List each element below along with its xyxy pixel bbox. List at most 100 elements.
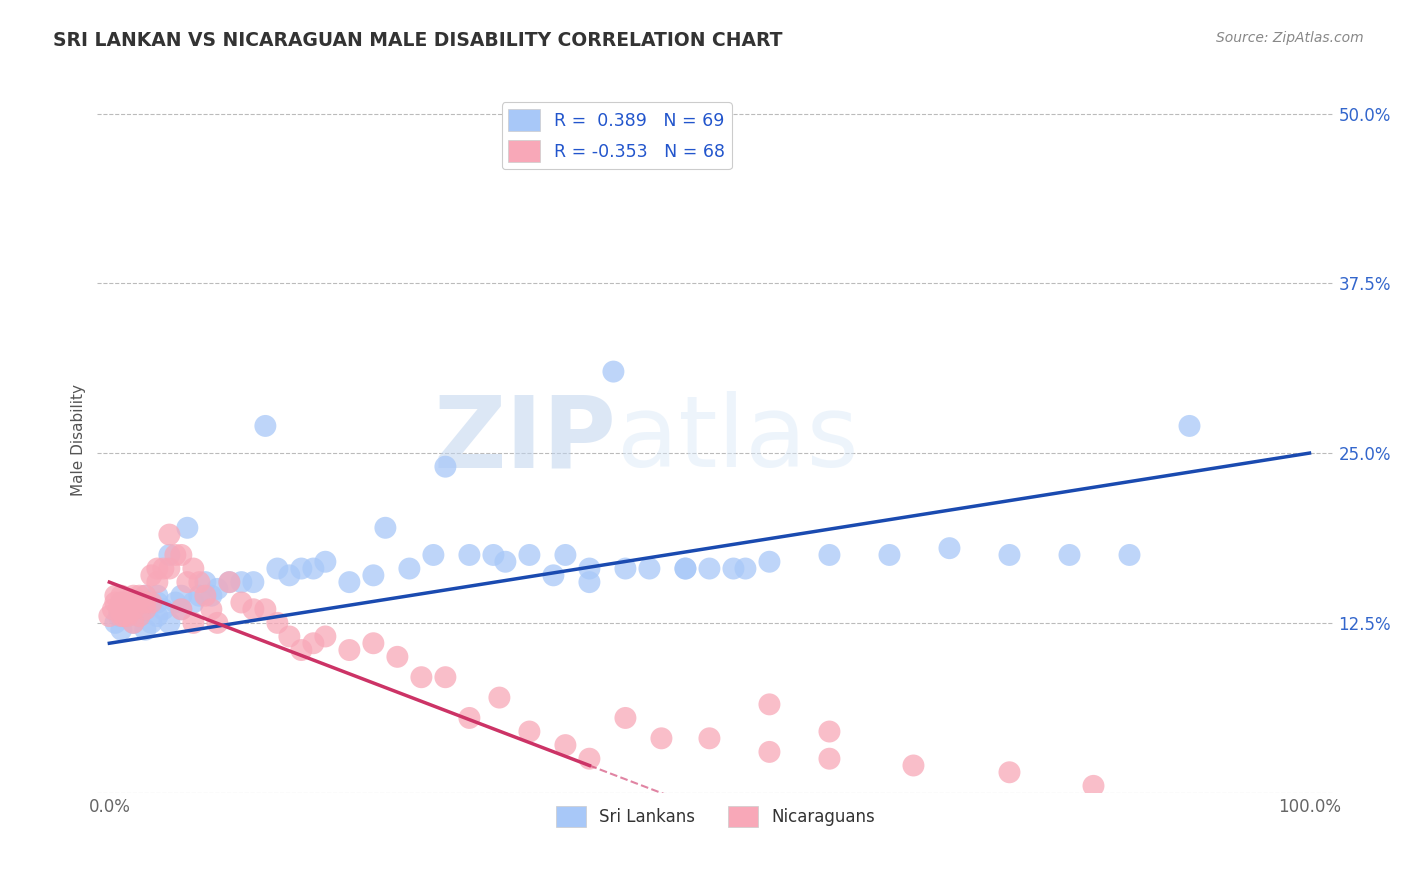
Point xyxy=(110,595,132,609)
Point xyxy=(176,575,198,590)
Point xyxy=(578,561,600,575)
Text: atlas: atlas xyxy=(617,391,858,488)
Point xyxy=(218,575,240,590)
Point xyxy=(254,418,277,433)
Point xyxy=(104,615,127,630)
Point xyxy=(157,615,180,630)
Point xyxy=(614,711,637,725)
Point xyxy=(108,609,131,624)
Point xyxy=(170,602,193,616)
Point xyxy=(650,731,672,746)
Point xyxy=(110,602,132,616)
Point xyxy=(494,555,516,569)
Point xyxy=(146,575,169,590)
Point xyxy=(302,561,325,575)
Point xyxy=(434,459,457,474)
Point xyxy=(411,670,433,684)
Point xyxy=(128,589,150,603)
Point xyxy=(122,595,145,609)
Point xyxy=(519,724,541,739)
Point xyxy=(122,615,145,630)
Point xyxy=(134,623,156,637)
Point xyxy=(207,615,229,630)
Point xyxy=(141,568,163,582)
Legend: Sri Lankans, Nicaraguans: Sri Lankans, Nicaraguans xyxy=(548,799,882,834)
Point xyxy=(231,575,253,590)
Point xyxy=(152,561,174,575)
Point xyxy=(699,561,721,575)
Point xyxy=(903,758,925,772)
Point xyxy=(112,609,135,624)
Point xyxy=(122,602,145,616)
Point xyxy=(387,649,409,664)
Point xyxy=(290,561,312,575)
Point xyxy=(278,630,301,644)
Point xyxy=(231,595,253,609)
Point xyxy=(266,615,288,630)
Point xyxy=(1178,418,1201,433)
Point xyxy=(122,589,145,603)
Point xyxy=(170,602,193,616)
Point xyxy=(165,548,187,562)
Point xyxy=(422,548,444,562)
Point xyxy=(758,555,780,569)
Point xyxy=(165,595,187,609)
Point xyxy=(998,548,1021,562)
Point xyxy=(818,724,841,739)
Point xyxy=(108,602,131,616)
Point xyxy=(170,548,193,562)
Point xyxy=(290,643,312,657)
Point xyxy=(314,630,336,644)
Point xyxy=(110,609,132,624)
Point xyxy=(363,636,385,650)
Point xyxy=(128,595,150,609)
Point xyxy=(818,548,841,562)
Point xyxy=(398,561,420,575)
Point xyxy=(101,602,124,616)
Point xyxy=(194,575,217,590)
Point xyxy=(117,609,139,624)
Point xyxy=(519,548,541,562)
Point xyxy=(146,595,169,609)
Point xyxy=(110,589,132,603)
Point xyxy=(879,548,901,562)
Point xyxy=(104,595,127,609)
Point xyxy=(458,711,481,725)
Text: SRI LANKAN VS NICARAGUAN MALE DISABILITY CORRELATION CHART: SRI LANKAN VS NICARAGUAN MALE DISABILITY… xyxy=(53,31,783,50)
Point xyxy=(188,575,211,590)
Point xyxy=(554,738,576,752)
Point xyxy=(734,561,756,575)
Text: ZIP: ZIP xyxy=(433,391,617,488)
Point xyxy=(134,589,156,603)
Point xyxy=(146,609,169,624)
Point xyxy=(117,609,139,624)
Point xyxy=(98,609,121,624)
Point xyxy=(110,595,132,609)
Point xyxy=(146,589,169,603)
Point xyxy=(157,548,180,562)
Point xyxy=(1118,548,1140,562)
Point xyxy=(128,609,150,624)
Point xyxy=(134,589,156,603)
Point xyxy=(723,561,745,575)
Point xyxy=(141,595,163,609)
Point xyxy=(146,561,169,575)
Point xyxy=(117,595,139,609)
Point xyxy=(254,602,277,616)
Point xyxy=(638,561,661,575)
Point xyxy=(207,582,229,596)
Point xyxy=(314,555,336,569)
Point xyxy=(200,602,222,616)
Point xyxy=(938,541,960,556)
Point xyxy=(128,609,150,624)
Point xyxy=(758,698,780,712)
Point xyxy=(554,548,576,562)
Point xyxy=(614,561,637,575)
Point xyxy=(543,568,565,582)
Point xyxy=(374,521,396,535)
Point xyxy=(302,636,325,650)
Point xyxy=(170,589,193,603)
Point xyxy=(482,548,505,562)
Point xyxy=(104,589,127,603)
Text: Source: ZipAtlas.com: Source: ZipAtlas.com xyxy=(1216,31,1364,45)
